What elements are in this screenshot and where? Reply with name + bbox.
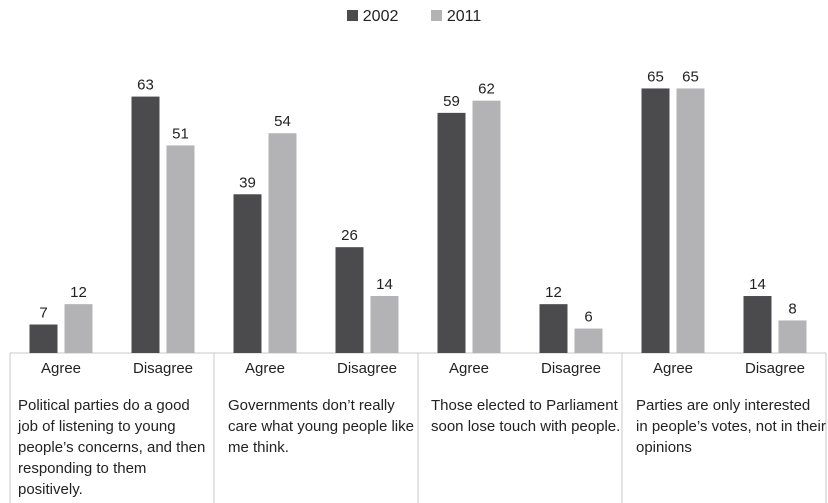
data-label-2011-4: 14 [376, 276, 393, 293]
group-text-4: Parties are only interested in people’s … [636, 397, 826, 456]
legend-label-2011: 2011 [446, 8, 482, 25]
group-text-2: Governments don’t really care what young… [228, 397, 414, 456]
legend-item-2011: 2011 [430, 8, 482, 26]
legend: 2002 2011 [0, 8, 828, 26]
data-label-2002-5: 59 [443, 93, 460, 110]
data-label-2011-3: 54 [274, 113, 291, 130]
data-label-2002-7: 65 [647, 68, 664, 85]
data-label-2002-2: 63 [137, 77, 154, 94]
bar-2002-7 [641, 88, 670, 353]
category-label-1: Agree [41, 360, 81, 377]
data-label-2011-5: 62 [478, 81, 495, 98]
bar-2011-2 [166, 145, 195, 353]
legend-item-2002: 2002 [346, 8, 399, 26]
bar-2002-2 [131, 96, 160, 353]
bar-2011-4 [370, 296, 399, 353]
bar-2002-6 [539, 304, 568, 353]
bar-2011-6 [574, 328, 603, 353]
data-label-2002-3: 39 [239, 174, 256, 191]
category-label-3: Agree [245, 360, 285, 377]
category-label-7: Agree [653, 360, 693, 377]
data-label-2011-2: 51 [172, 125, 189, 142]
bar-2002-1 [29, 324, 58, 353]
data-label-2002-6: 12 [545, 284, 562, 301]
category-label-8: Disagree [745, 360, 805, 377]
category-label-5: Agree [449, 360, 489, 377]
data-label-2011-6: 6 [584, 309, 592, 326]
bar-2011-1 [64, 304, 93, 353]
data-label-2011-1: 12 [70, 284, 87, 301]
category-label-6: Disagree [541, 360, 601, 377]
bar-2011-3 [268, 133, 297, 353]
bar-2002-8 [743, 296, 772, 353]
bar-2002-5 [437, 112, 466, 354]
legend-label-2002: 2002 [362, 8, 399, 25]
bar-2011-7 [676, 88, 705, 353]
bar-2002-4 [335, 247, 364, 353]
group-text-1: Political parties do a good job of liste… [18, 397, 206, 498]
bar-2011-5 [472, 100, 501, 353]
bar-2011-8 [778, 320, 807, 353]
category-label-4: Disagree [337, 360, 397, 377]
legend-swatch-2011 [430, 10, 442, 21]
category-label-2: Disagree [133, 360, 193, 377]
data-label-2002-8: 14 [749, 276, 766, 293]
data-label-2002-1: 7 [39, 305, 47, 322]
data-label-2011-8: 8 [788, 300, 796, 317]
bar-2002-3 [233, 194, 262, 353]
data-label-2002-4: 26 [341, 227, 358, 244]
legend-swatch-2002 [346, 10, 358, 21]
data-label-2011-7: 65 [682, 68, 699, 85]
group-text-3: Those elected to Parliament soon lose to… [431, 397, 621, 435]
